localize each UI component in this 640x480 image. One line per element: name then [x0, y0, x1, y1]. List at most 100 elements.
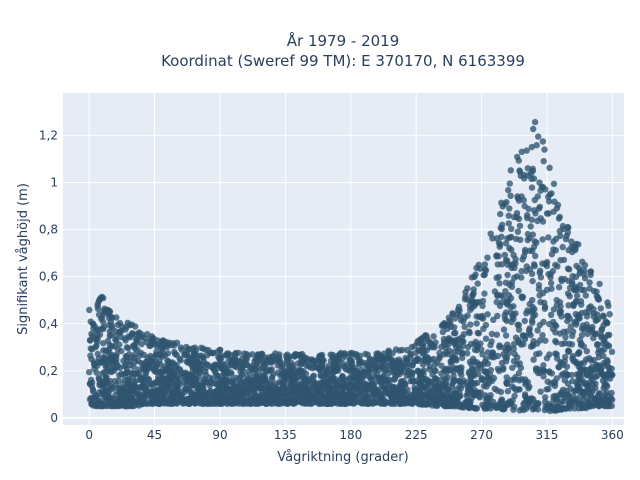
data-point	[582, 309, 589, 316]
data-point	[102, 374, 110, 382]
data-point	[462, 288, 469, 296]
data-point	[413, 377, 420, 384]
data-point	[573, 386, 581, 393]
data-point	[528, 270, 536, 278]
data-point	[568, 341, 576, 348]
data-point	[560, 328, 567, 335]
data-point	[521, 317, 528, 325]
data-point	[532, 252, 539, 260]
data-point	[576, 393, 583, 401]
data-point	[319, 361, 326, 368]
data-point	[454, 306, 462, 313]
data-point	[470, 286, 477, 293]
data-point	[516, 377, 523, 384]
data-point	[195, 393, 202, 400]
data-point	[449, 354, 456, 362]
data-point	[396, 347, 403, 354]
data-point	[467, 374, 474, 382]
data-point	[87, 376, 95, 384]
data-point	[307, 364, 314, 371]
x-tick-label: 180	[339, 428, 362, 442]
data-point	[436, 355, 443, 362]
data-point	[333, 353, 340, 360]
chart-title-line1: År 1979 - 2019	[287, 31, 400, 50]
data-point	[435, 386, 442, 393]
data-point	[321, 396, 328, 403]
data-point	[524, 212, 531, 219]
data-point	[256, 382, 263, 390]
data-point	[534, 327, 541, 334]
data-point	[562, 235, 570, 243]
data-point	[509, 364, 516, 371]
data-point	[503, 354, 511, 362]
data-point	[444, 391, 451, 399]
data-point	[255, 369, 262, 376]
data-point	[249, 376, 256, 384]
data-point	[608, 348, 616, 355]
data-point	[512, 334, 520, 341]
data-point	[479, 351, 486, 358]
x-tick-label: 135	[274, 428, 297, 442]
data-point	[501, 405, 508, 413]
data-point	[300, 373, 307, 381]
data-point	[604, 370, 611, 377]
data-point	[503, 380, 511, 388]
data-point	[562, 391, 570, 399]
data-point	[537, 274, 545, 281]
data-point	[289, 362, 296, 370]
data-point	[464, 350, 471, 357]
data-point	[362, 399, 370, 407]
data-point	[313, 382, 320, 389]
data-point	[552, 247, 559, 254]
data-point	[272, 386, 279, 393]
data-point	[115, 377, 122, 384]
data-point	[531, 207, 538, 214]
data-point	[543, 286, 551, 293]
data-point	[535, 366, 542, 373]
data-point	[356, 352, 364, 359]
data-point	[351, 378, 358, 385]
data-point	[227, 399, 235, 406]
data-point	[551, 407, 558, 414]
data-point	[510, 260, 517, 268]
data-point	[137, 383, 145, 391]
data-point	[494, 261, 501, 268]
data-point	[490, 316, 497, 323]
data-point	[550, 318, 557, 326]
data-point	[331, 364, 338, 371]
data-point	[531, 311, 539, 318]
data-point	[131, 358, 139, 365]
data-point	[487, 341, 494, 349]
data-point	[451, 391, 458, 398]
data-point	[523, 267, 530, 275]
data-point	[149, 389, 156, 396]
data-point	[541, 146, 548, 153]
data-point	[239, 390, 246, 397]
data-point	[171, 342, 178, 349]
data-point	[121, 376, 128, 384]
data-point	[187, 355, 194, 362]
data-point	[578, 332, 586, 339]
data-point	[541, 398, 549, 406]
data-point	[398, 391, 405, 398]
data-point	[107, 383, 115, 390]
data-point	[216, 373, 223, 380]
data-point	[138, 340, 145, 348]
data-point	[389, 386, 396, 393]
data-point	[567, 385, 574, 392]
data-point	[201, 379, 208, 386]
data-point	[549, 267, 557, 275]
data-point	[583, 371, 591, 378]
data-point	[537, 337, 544, 344]
data-point	[434, 402, 441, 409]
data-point	[216, 354, 223, 361]
data-point	[515, 386, 522, 393]
data-point	[506, 180, 513, 187]
data-point	[515, 287, 522, 295]
data-point	[569, 272, 576, 280]
data-point	[419, 383, 426, 390]
data-point	[429, 343, 436, 351]
x-tick-label: 225	[405, 428, 428, 442]
data-point	[375, 356, 382, 364]
data-point	[99, 318, 107, 326]
